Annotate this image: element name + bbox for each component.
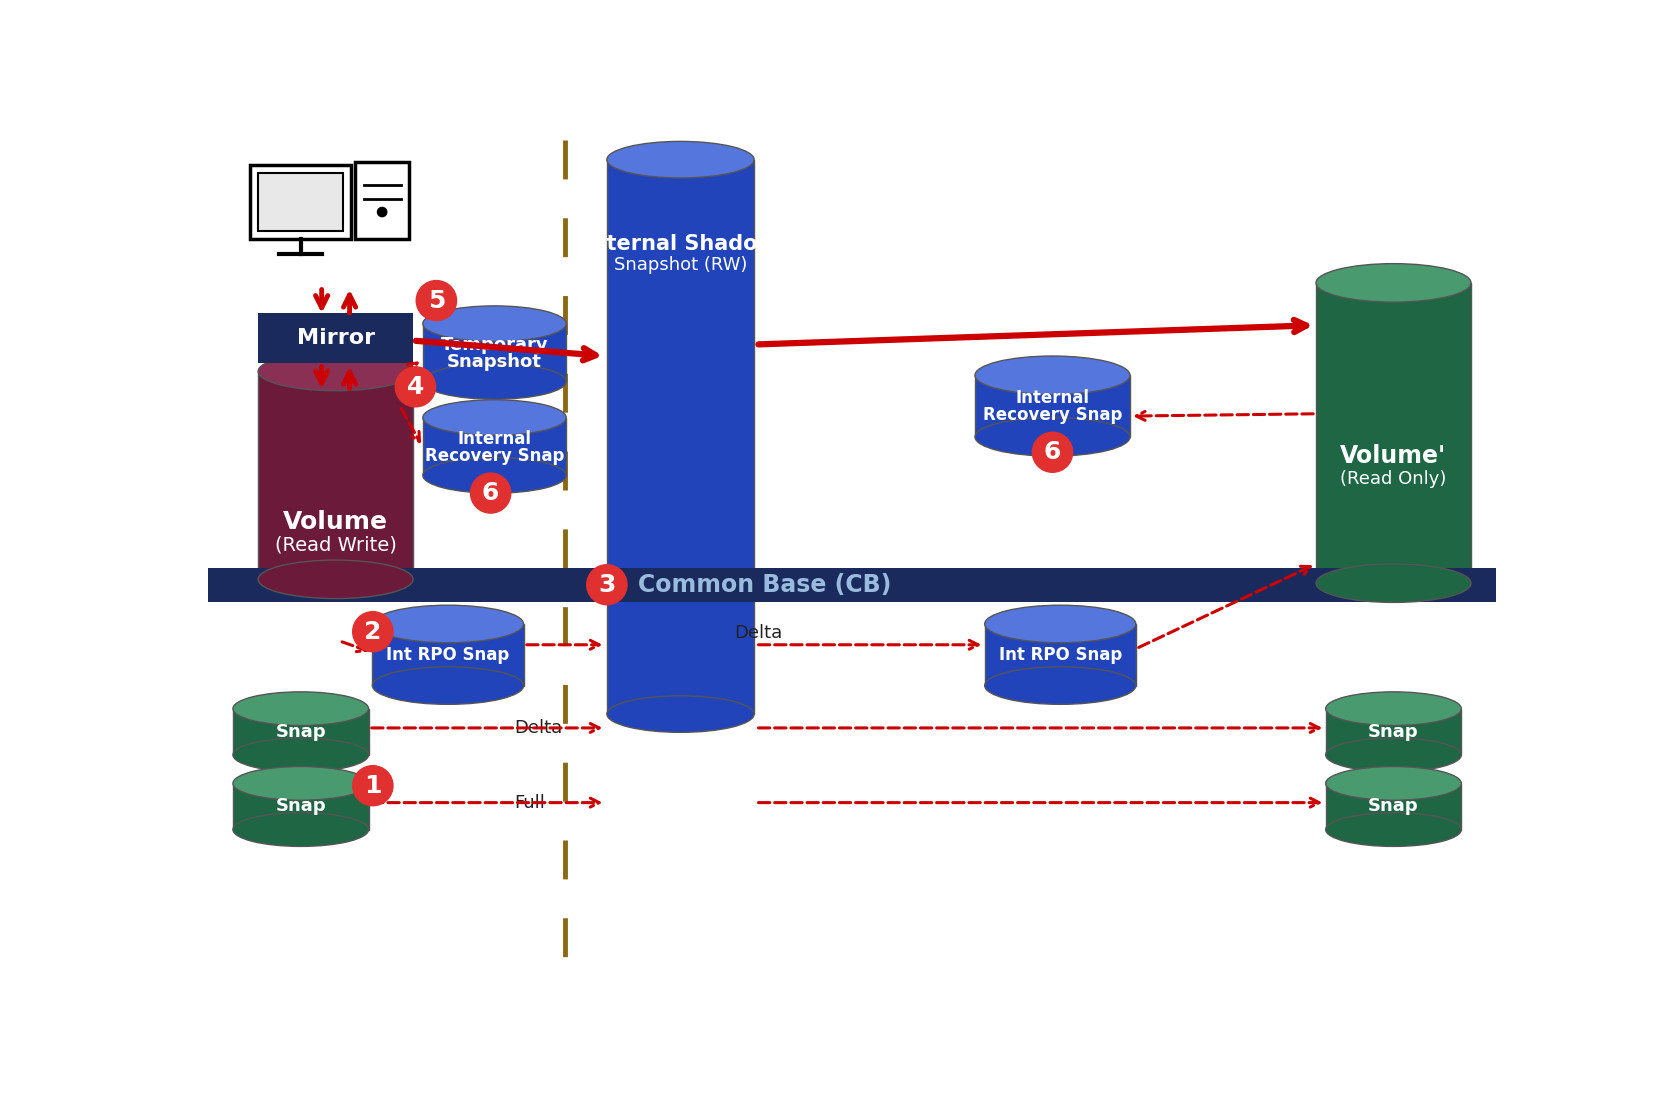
Bar [258,174,344,231]
Circle shape [587,565,627,605]
Ellipse shape [1326,692,1461,726]
Bar [1326,783,1461,830]
Ellipse shape [233,766,369,801]
Ellipse shape [984,667,1135,705]
Ellipse shape [422,306,567,342]
Text: 6: 6 [482,481,499,505]
Ellipse shape [1326,738,1461,772]
Ellipse shape [422,364,567,399]
Text: Snap: Snap [1368,797,1419,815]
Text: Common Base (CB): Common Base (CB) [638,573,891,597]
FancyBboxPatch shape [251,166,351,239]
Ellipse shape [372,605,524,643]
Text: 2: 2 [364,619,382,644]
Bar [208,567,1496,603]
Ellipse shape [372,667,524,705]
Bar [422,418,567,476]
Circle shape [352,612,392,651]
Text: Int RPO Snap: Int RPO Snap [999,646,1122,664]
Text: Snapshot (RW): Snapshot (RW) [613,257,748,274]
Text: (Read Write): (Read Write) [274,535,397,554]
FancyBboxPatch shape [356,161,409,239]
Text: 1: 1 [364,774,382,797]
Ellipse shape [984,605,1135,643]
Ellipse shape [258,352,414,390]
Text: Snap: Snap [276,723,326,741]
Text: Internal: Internal [457,430,532,448]
Text: Int RPO Snap: Int RPO Snap [386,646,510,664]
Bar [1326,709,1461,755]
Text: Volume': Volume' [1340,445,1446,468]
Ellipse shape [233,813,369,846]
Bar [607,159,755,714]
Text: Delta: Delta [735,624,783,643]
Ellipse shape [976,418,1130,456]
Ellipse shape [1316,263,1471,302]
Bar [372,624,524,686]
Ellipse shape [233,738,369,772]
Text: Temporary: Temporary [440,336,548,354]
Bar [233,783,369,830]
Text: Volume: Volume [283,510,389,533]
Text: 3: 3 [598,573,615,597]
Bar [258,313,414,364]
Ellipse shape [607,696,755,732]
Text: Internal Shadow: Internal Shadow [583,234,776,254]
Text: Full: Full [514,794,545,812]
Text: Mirror: Mirror [296,328,374,348]
Text: Delta: Delta [514,719,562,737]
Ellipse shape [1326,766,1461,801]
Text: 4: 4 [407,375,424,399]
Ellipse shape [976,356,1130,395]
Bar [422,324,567,382]
Text: (Read Only): (Read Only) [1340,470,1446,488]
Text: Snapshot: Snapshot [447,353,542,371]
Bar [976,375,1130,437]
Text: Internal: Internal [1015,389,1090,407]
Circle shape [470,473,510,513]
Text: 5: 5 [427,289,445,313]
Circle shape [1032,432,1072,472]
Ellipse shape [1326,813,1461,846]
Circle shape [377,208,387,217]
Circle shape [396,367,435,407]
Ellipse shape [422,399,567,436]
Ellipse shape [258,560,414,598]
Bar [258,372,414,580]
Text: Recovery Snap: Recovery Snap [425,447,563,465]
Bar [1316,283,1471,583]
Bar [984,624,1135,686]
Text: Recovery Snap: Recovery Snap [982,406,1122,425]
Circle shape [352,765,392,805]
Text: Snap: Snap [1368,723,1419,741]
Bar [233,709,369,755]
Text: 6: 6 [1044,440,1062,465]
Ellipse shape [1316,564,1471,603]
Ellipse shape [233,692,369,726]
Ellipse shape [607,142,755,178]
Circle shape [416,281,457,321]
Ellipse shape [422,458,567,493]
Text: Snap: Snap [276,797,326,815]
